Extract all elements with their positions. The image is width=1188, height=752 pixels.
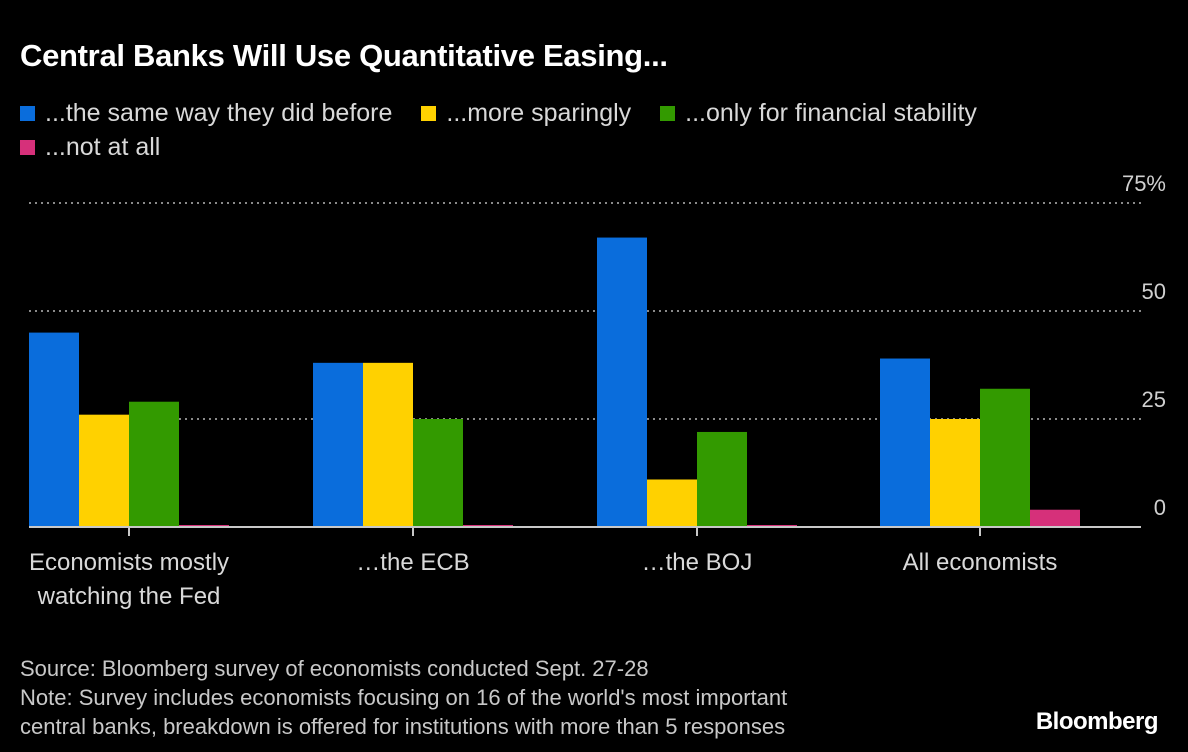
y-tick-label: 0 [1154,495,1166,520]
legend-label: ...only for financial stability [685,98,977,127]
bar [79,414,129,527]
bar [313,362,363,527]
legend-label: ...more sparingly [446,98,632,127]
x-category-label: watching the Fed [37,583,221,610]
bar [413,419,463,527]
legend-item-same-way: ...the same way they did before [20,96,392,130]
bloomberg-logo: Bloomberg [1035,708,1159,735]
legend: ...the same way they did before ...more … [20,96,1120,164]
legend-item-not-at-all: ...not at all [20,130,160,164]
survey-note-line1: Note: Survey includes economists focusin… [20,685,788,710]
legend-item-financial-stability: ...only for financial stability [660,96,977,130]
legend-swatch-more-sparingly [421,105,437,121]
y-tick-label: 25 [1142,387,1166,412]
x-category-label: All economists [903,549,1058,576]
bar [930,419,980,527]
legend-swatch-not-at-all [20,139,35,155]
legend-swatch-financial-stability [660,105,676,121]
y-tick-label: 75% [1122,171,1166,196]
legend-swatch-same-way [20,105,35,121]
chart-title: Central Banks Will Use Quantitative Easi… [20,38,668,73]
bar [597,237,647,527]
bar-chart: 0 25 50 75% Economists mostly watching the Fe… [29,171,1166,610]
bar [697,431,747,527]
bar [363,362,413,527]
y-tick-label: 50 [1142,279,1166,304]
source-note: Source: Bloomberg survey of economists c… [20,656,649,681]
bar [1030,509,1080,527]
bar [129,401,179,527]
x-category-label: …the BOJ [642,549,753,576]
x-category-label: …the ECB [356,549,469,576]
legend-label: ...not at all [45,132,161,161]
survey-note-line2: central banks, breakdown is offered for … [20,714,786,739]
x-category-label: Economists mostly [29,549,229,576]
bar [647,479,697,527]
legend-item-more-sparingly: ...more sparingly [421,96,631,130]
footer: Source: Bloomberg survey of economists c… [20,654,787,741]
bar [29,332,79,527]
bar [880,358,930,527]
bar [980,388,1030,527]
legend-label: ...the same way they did before [45,98,393,127]
